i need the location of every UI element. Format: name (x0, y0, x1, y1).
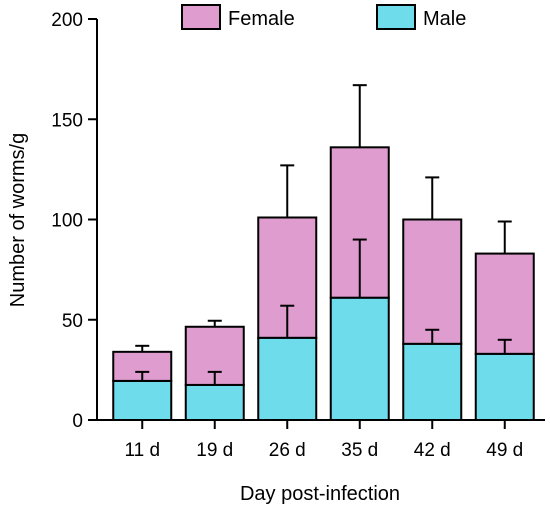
bar-male-26d (257, 336, 318, 422)
bar-male-19d (184, 383, 245, 422)
x-tick-label: 35 d (341, 440, 378, 461)
x-tick-label: 26 d (269, 440, 306, 461)
bar-male-49d (474, 352, 535, 421)
y-tick-label: 50 (62, 311, 83, 332)
x-tick-label: 42 d (414, 440, 451, 461)
x-tick-label: 49 d (486, 440, 523, 461)
y-tick-label: 100 (51, 211, 83, 232)
x-axis-title: Day post-infection (240, 483, 400, 505)
legend-swatch-male (376, 4, 416, 30)
plot-area (112, 84, 535, 422)
bar-male-11d (112, 379, 173, 421)
legend-label-female: Female (228, 8, 295, 30)
legend: Female Male (181, 4, 466, 30)
bar-female-42d (402, 218, 463, 345)
legend-swatch-female (181, 4, 221, 30)
legend-label-male: Male (423, 8, 466, 30)
axes: 11 d 19 d 26 d 35 d 42 d 49 d 0 50 100 150 200 (51, 10, 545, 461)
bar-male-42d (402, 342, 463, 421)
y-tick-label: 0 (72, 411, 83, 432)
x-tick-label: 11 d (124, 440, 160, 461)
bar-female-49d (474, 252, 535, 355)
y-axis-title: Number of worms/g (7, 133, 29, 308)
y-tick-label: 150 (51, 110, 83, 131)
x-tick-label: 19 d (196, 440, 233, 461)
y-tick-label: 200 (51, 10, 83, 31)
bar-male-35d (329, 296, 390, 422)
